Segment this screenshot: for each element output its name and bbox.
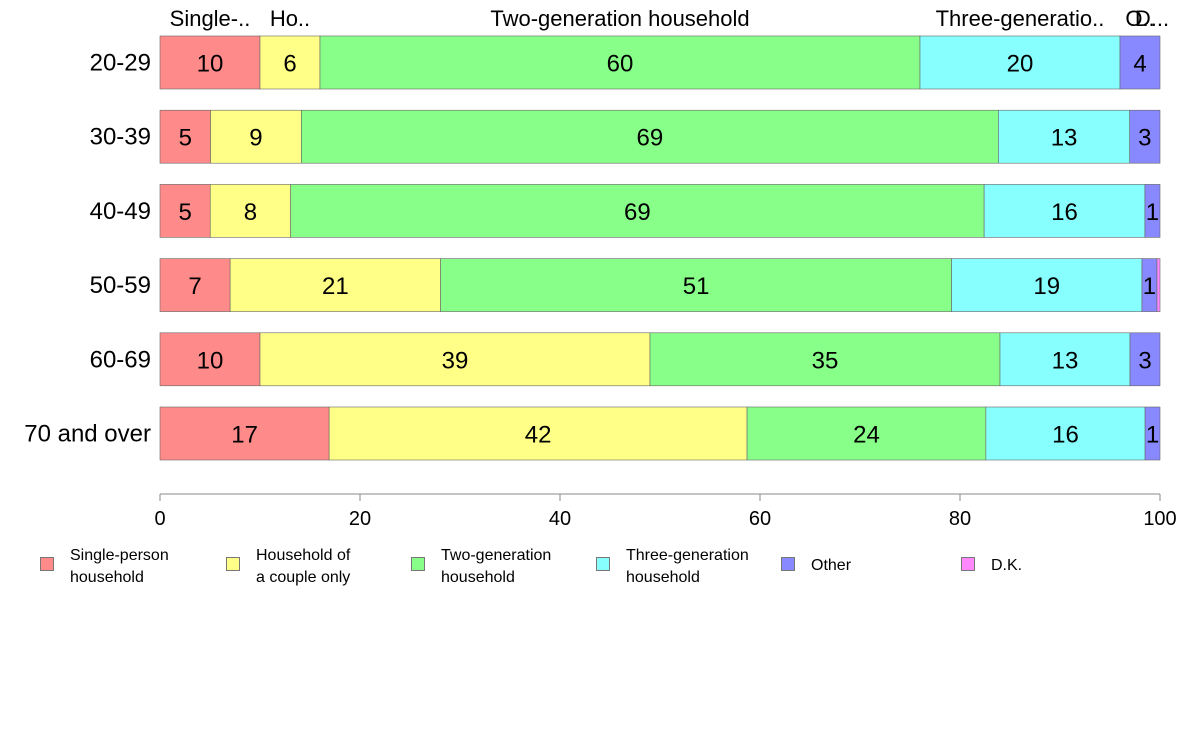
category-label: 50-59 xyxy=(90,272,151,299)
legend-item: Household of a couple only xyxy=(226,545,350,589)
series-top-label: D... xyxy=(1135,6,1169,31)
data-label: 6 xyxy=(283,51,296,78)
legend-swatch xyxy=(40,557,54,571)
bar-segment xyxy=(999,332,1131,387)
data-label: 24 xyxy=(853,422,880,449)
bar-segment xyxy=(259,35,321,90)
category-label: 60-69 xyxy=(90,346,151,373)
data-label: 51 xyxy=(683,273,710,300)
data-label: 5 xyxy=(179,125,192,152)
data-label: 1 xyxy=(1146,199,1159,226)
category-label: 40-49 xyxy=(90,198,151,225)
legend-label: Other xyxy=(811,557,852,574)
data-label: 16 xyxy=(1051,199,1078,226)
data-label: 20 xyxy=(1007,51,1034,78)
bar-segment xyxy=(290,184,985,238)
legend-swatch xyxy=(961,557,975,571)
series-top-label: Single-.. xyxy=(170,6,251,31)
bar-segment xyxy=(301,109,999,164)
bar-segment xyxy=(1156,258,1161,312)
bar-segment xyxy=(159,35,261,90)
bar-segment xyxy=(998,109,1130,164)
category-label: 30-39 xyxy=(90,124,151,151)
legend-item: Two-generation household xyxy=(411,545,551,589)
bar-segment xyxy=(159,184,211,238)
data-label: 5 xyxy=(178,199,191,226)
legend: Single-person household Household of a co… xyxy=(40,545,1160,595)
bar-segment xyxy=(319,35,921,90)
data-label: 3 xyxy=(1138,125,1151,152)
bar-segment xyxy=(1129,109,1161,164)
data-label: 10 xyxy=(197,51,224,78)
legend-item: Three-generation household xyxy=(596,545,749,589)
series-top-label: O.. xyxy=(1125,6,1154,31)
category-label: 70 and over xyxy=(24,421,151,448)
bars-group: 10 6 60 20 45 9 69 13 35 8 69 16 17 21 51 19 110 39 35 13 31… xyxy=(159,35,1161,461)
bar-segment xyxy=(746,406,987,461)
bar-segment xyxy=(1144,184,1161,238)
legend-label: Household of a couple only xyxy=(256,547,351,586)
x-tick-label: 60 xyxy=(749,508,771,530)
legend-swatch xyxy=(226,557,240,571)
x-axis: 0 20 40 60 80 100 xyxy=(154,493,1177,530)
data-label: 35 xyxy=(812,347,839,374)
legend-swatch xyxy=(781,557,795,571)
bar-segment xyxy=(951,258,1143,312)
bar-segment xyxy=(328,406,748,461)
data-label: 10 xyxy=(197,347,224,374)
bar-segment xyxy=(1144,406,1161,461)
data-label: 8 xyxy=(244,199,257,226)
bar-segment xyxy=(983,184,1146,238)
bar-segment xyxy=(985,406,1146,461)
bar-segment xyxy=(1129,332,1161,387)
legend-item: Other xyxy=(781,555,851,577)
bar-segment xyxy=(919,35,1121,90)
legend-swatch xyxy=(596,557,610,571)
data-label: 1 xyxy=(1143,273,1156,300)
series-top-label: Ho.. xyxy=(270,6,310,31)
x-tick-label: 100 xyxy=(1143,508,1176,530)
data-label: 19 xyxy=(1033,273,1060,300)
bar-segment xyxy=(210,109,302,164)
data-label: 39 xyxy=(442,347,469,374)
x-tick-label: 20 xyxy=(349,508,371,530)
bar-segment xyxy=(440,258,952,312)
data-label: 7 xyxy=(188,273,201,300)
data-label: 9 xyxy=(249,125,262,152)
data-label: 42 xyxy=(525,422,552,449)
legend-label: Two-generation household xyxy=(441,547,552,586)
data-label: 1 xyxy=(1146,422,1159,449)
series-top-label: Three-generatio.. xyxy=(936,6,1105,31)
x-tick-label: 80 xyxy=(949,508,971,530)
bar-segment xyxy=(159,332,261,387)
data-label: 4 xyxy=(1133,51,1146,78)
data-label: 17 xyxy=(231,422,258,449)
data-label: 13 xyxy=(1051,125,1078,152)
x-tick-label: 0 xyxy=(154,508,165,530)
data-label: 21 xyxy=(322,273,349,300)
data-label: 13 xyxy=(1052,347,1079,374)
bar-segment xyxy=(209,184,291,238)
legend-label: D.K. xyxy=(991,557,1023,574)
series-top-label: Two-generation household xyxy=(490,6,749,31)
data-label: 16 xyxy=(1052,422,1079,449)
bar-segment xyxy=(159,109,211,164)
x-tick-label: 40 xyxy=(549,508,571,530)
legend-label: Three-generation household xyxy=(626,547,749,586)
category-label: 20-29 xyxy=(90,50,151,77)
data-label: 3 xyxy=(1138,347,1151,374)
data-label: 69 xyxy=(637,125,664,152)
series-top-labels: Single-.. Ho.. Two-generation household Thr… xyxy=(170,6,1169,31)
data-label: 69 xyxy=(624,199,651,226)
legend-item: D.K. xyxy=(961,555,1022,577)
bar-segment xyxy=(1119,35,1161,90)
data-label: 60 xyxy=(607,51,634,78)
legend-swatch xyxy=(411,557,425,571)
legend-item: Single-person household xyxy=(40,545,169,589)
bar-segment xyxy=(159,406,330,461)
legend-label: Single-person household xyxy=(70,547,169,586)
category-labels: 20-29 30-39 40-49 50-59 60-69 70 and over xyxy=(24,50,151,448)
bar-segment xyxy=(649,332,1001,387)
